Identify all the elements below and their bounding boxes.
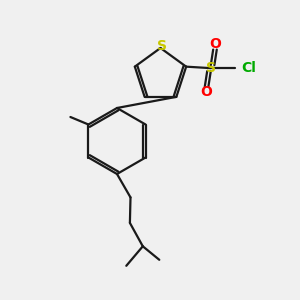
Text: Cl: Cl: [241, 61, 256, 75]
Text: O: O: [201, 85, 212, 99]
Text: S: S: [157, 40, 167, 53]
Text: O: O: [209, 37, 221, 51]
Text: S: S: [206, 61, 216, 75]
